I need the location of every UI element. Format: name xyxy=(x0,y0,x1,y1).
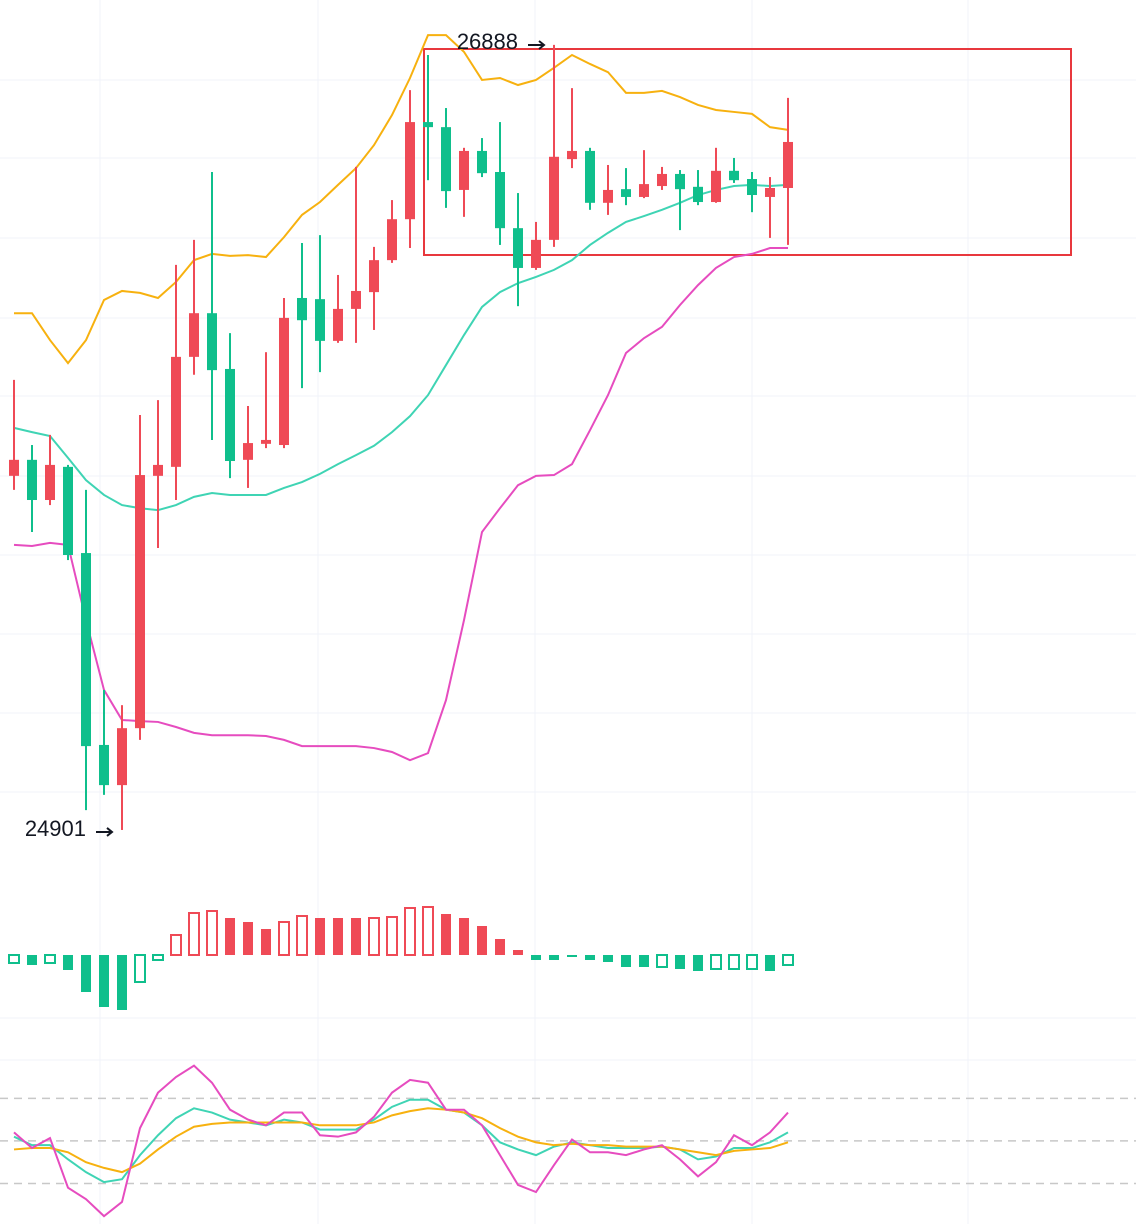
candle-body xyxy=(261,439,271,444)
candle-body xyxy=(531,239,541,268)
price-annotation: 26888 xyxy=(457,29,518,54)
candle-body xyxy=(351,290,361,309)
indicator-line xyxy=(13,1064,789,1218)
macd-bar xyxy=(495,939,505,955)
candle-body xyxy=(657,173,667,187)
macd-bar xyxy=(296,915,308,956)
macd-bar xyxy=(603,955,613,962)
macd-bar xyxy=(675,955,685,969)
candle-body xyxy=(333,308,343,341)
candle-body xyxy=(549,156,559,240)
candle-body xyxy=(369,260,379,293)
candle-body xyxy=(315,299,325,341)
macd-bar xyxy=(333,918,343,955)
macd-bar xyxy=(368,917,380,956)
macd-bar xyxy=(459,918,469,955)
macd-bar xyxy=(134,954,146,983)
macd-bar xyxy=(621,955,631,967)
macd-bar xyxy=(765,955,775,971)
candle-body xyxy=(477,150,487,174)
macd-bar xyxy=(567,955,577,957)
candle-body xyxy=(711,170,721,203)
macd-bar xyxy=(585,955,595,960)
candle-body xyxy=(207,313,217,371)
macd-bar xyxy=(27,955,37,965)
candle-body xyxy=(27,459,37,501)
candle-body xyxy=(423,122,433,128)
candle-body xyxy=(585,150,595,203)
macd-bar xyxy=(782,954,794,966)
candle-body xyxy=(675,173,685,190)
macd-bar xyxy=(639,955,649,967)
macd-bar xyxy=(746,954,758,970)
candle-body xyxy=(279,317,289,446)
macd-bar xyxy=(152,954,164,961)
candle-body xyxy=(153,464,163,476)
candle-body xyxy=(747,179,757,196)
macd-bar xyxy=(44,954,56,964)
macd-bar xyxy=(63,955,73,970)
macd-bar xyxy=(351,918,361,955)
candle-body xyxy=(9,459,19,476)
candle-body xyxy=(783,141,793,188)
band-line xyxy=(14,34,789,365)
candle-body xyxy=(99,744,109,786)
candle-body xyxy=(567,150,577,160)
macd-bar xyxy=(278,921,290,956)
candle-body xyxy=(639,184,649,197)
macd-bar xyxy=(531,955,541,960)
macd-bar xyxy=(81,955,91,992)
band-line xyxy=(13,247,788,762)
candle-body xyxy=(45,464,55,501)
candle-body xyxy=(297,297,307,321)
candle-body xyxy=(603,189,613,203)
candle-body xyxy=(405,122,415,220)
macd-bar xyxy=(513,950,523,955)
macd-bar xyxy=(261,929,271,955)
macd-bar xyxy=(117,955,127,1010)
macd-bar xyxy=(656,954,668,968)
annotation-arrow xyxy=(96,827,114,837)
macd-bar xyxy=(386,916,398,956)
candle-body xyxy=(693,186,703,203)
candle-body xyxy=(171,356,181,467)
macd-bar xyxy=(441,914,451,955)
candle-body xyxy=(117,728,127,786)
band-line xyxy=(13,183,789,512)
macd-bar xyxy=(710,954,722,970)
macd-bar xyxy=(225,918,235,955)
candle-body xyxy=(135,475,145,729)
candle-body xyxy=(81,553,91,747)
macd-bar xyxy=(315,918,325,955)
macd-bar xyxy=(728,954,740,970)
macd-bar xyxy=(404,907,416,956)
annotation-arrow xyxy=(528,40,546,50)
candle-body xyxy=(513,228,523,268)
candle-body xyxy=(765,187,775,197)
macd-bar xyxy=(206,910,218,956)
candle-body xyxy=(495,172,505,229)
price-annotation: 24901 xyxy=(25,816,86,841)
macd-bar xyxy=(422,906,434,956)
macd-bar xyxy=(8,954,20,964)
macd-bar xyxy=(188,912,200,956)
candle-body xyxy=(243,443,253,460)
candle-body xyxy=(387,219,397,261)
macd-bar xyxy=(693,955,703,971)
candle-body xyxy=(459,150,469,190)
macd-bar xyxy=(549,955,559,960)
macd-bar xyxy=(243,922,253,955)
candle-body xyxy=(441,127,451,192)
macd-bar xyxy=(170,934,182,956)
macd-bar xyxy=(99,955,109,1007)
candle-body xyxy=(63,466,73,556)
candle-body xyxy=(225,368,235,462)
macd-bar xyxy=(477,926,487,955)
candle-body xyxy=(729,170,739,181)
candle-body xyxy=(621,189,631,197)
candle-body xyxy=(189,313,199,357)
